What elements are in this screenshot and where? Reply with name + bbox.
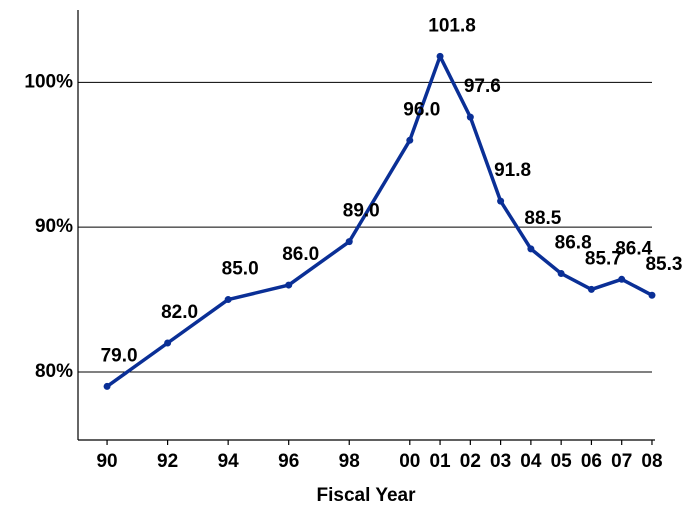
data-point <box>103 382 111 390</box>
value-label: 86.8 <box>555 233 592 254</box>
data-point <box>285 281 293 289</box>
x-tick-label: 92 <box>157 451 178 472</box>
data-point <box>557 270 565 278</box>
value-label: 91.8 <box>494 160 531 181</box>
x-tick-label: 90 <box>96 451 117 472</box>
data-point <box>436 52 444 60</box>
data-line <box>106 54 653 388</box>
x-tick-label: 98 <box>339 451 360 472</box>
data-point <box>497 197 505 205</box>
x-tick-label: 03 <box>490 451 511 472</box>
y-tick-label: 90% <box>35 216 73 237</box>
x-tick-label: 05 <box>551 451 573 472</box>
x-tick-label: 01 <box>429 451 451 472</box>
value-label: 79.0 <box>101 345 138 366</box>
value-label: 96.0 <box>403 99 440 120</box>
x-tick-label: 07 <box>611 451 632 472</box>
data-point <box>164 339 172 347</box>
value-label: 85.7 <box>585 248 622 269</box>
data-point <box>648 291 656 299</box>
value-label: 86.0 <box>282 244 319 265</box>
y-tick-label: 80% <box>35 361 73 382</box>
x-tick-label: 94 <box>218 451 240 472</box>
x-tick-label: 08 <box>641 451 662 472</box>
value-label: 86.4 <box>615 238 652 259</box>
data-point <box>587 285 595 293</box>
value-label: 97.6 <box>464 76 501 97</box>
value-label: 88.5 <box>524 208 561 229</box>
data-point <box>345 238 353 246</box>
x-tick-label: 06 <box>581 451 602 472</box>
value-label: 89.0 <box>343 201 380 222</box>
x-tick-label: 00 <box>399 451 420 472</box>
value-label: 85.0 <box>222 259 259 280</box>
value-label: 82.0 <box>161 302 198 323</box>
x-tick-label: 04 <box>520 451 542 472</box>
data-point <box>224 296 232 304</box>
data-point <box>527 245 535 253</box>
data-point <box>406 136 414 144</box>
data-point <box>618 275 626 283</box>
y-tick-label: 100% <box>24 71 73 92</box>
x-tick-label: 02 <box>460 451 481 472</box>
value-label: 101.8 <box>428 15 476 36</box>
x-tick-label: 96 <box>278 451 299 472</box>
x-axis-title: Fiscal Year <box>317 485 417 506</box>
data-point <box>466 113 474 121</box>
value-label: 85.3 <box>645 254 682 275</box>
